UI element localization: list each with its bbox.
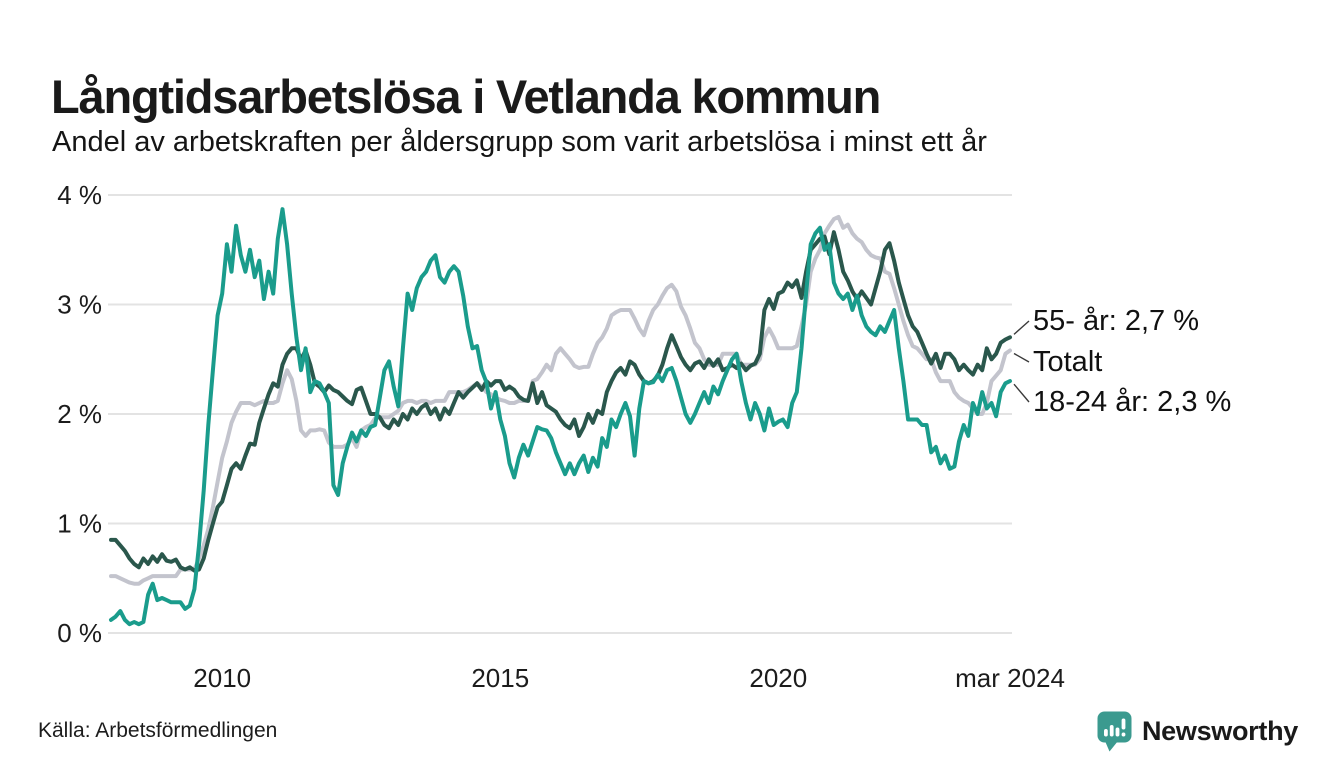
chart-subtitle: Andel av arbetskraften per åldersgrupp s… (52, 126, 987, 158)
legend-connector-line (1013, 352, 1030, 363)
newsworthy-brand: Newsworthy (1096, 710, 1298, 752)
newsworthy-logo-icon (1096, 710, 1133, 752)
y-tick-label: 0 % (57, 618, 102, 648)
y-tick-label: 2 % (57, 399, 102, 429)
series-line-55-r (109, 230, 1012, 573)
x-tick-label: mar 2024 (955, 663, 1065, 693)
legend-connector-line (1013, 383, 1030, 403)
series-line-totalt (109, 214, 1012, 586)
legend-connector-line (1013, 320, 1030, 335)
series-line-18-24-r (109, 207, 1012, 627)
page-title: Långtidsarbetslösa i Vetlanda kommun (51, 70, 881, 124)
series-end-label-totalt: Totalt (1033, 346, 1103, 378)
y-tick-label: 1 % (57, 509, 102, 539)
x-tick-label: 2010 (193, 663, 251, 693)
newsworthy-wordmark: Newsworthy (1141, 715, 1298, 746)
source-note: Källa: Arbetsförmedlingen (38, 719, 278, 742)
series-end-label-18-24-ar: 18-24 år: 2,3 % (1033, 386, 1232, 418)
x-tick-label: 2020 (749, 663, 807, 693)
y-tick-label: 3 % (57, 290, 102, 320)
x-tick-label: 2015 (471, 663, 529, 693)
y-tick-label: 4 % (57, 180, 102, 210)
series-end-label-55-ar: 55- år: 2,7 % (1033, 305, 1200, 337)
